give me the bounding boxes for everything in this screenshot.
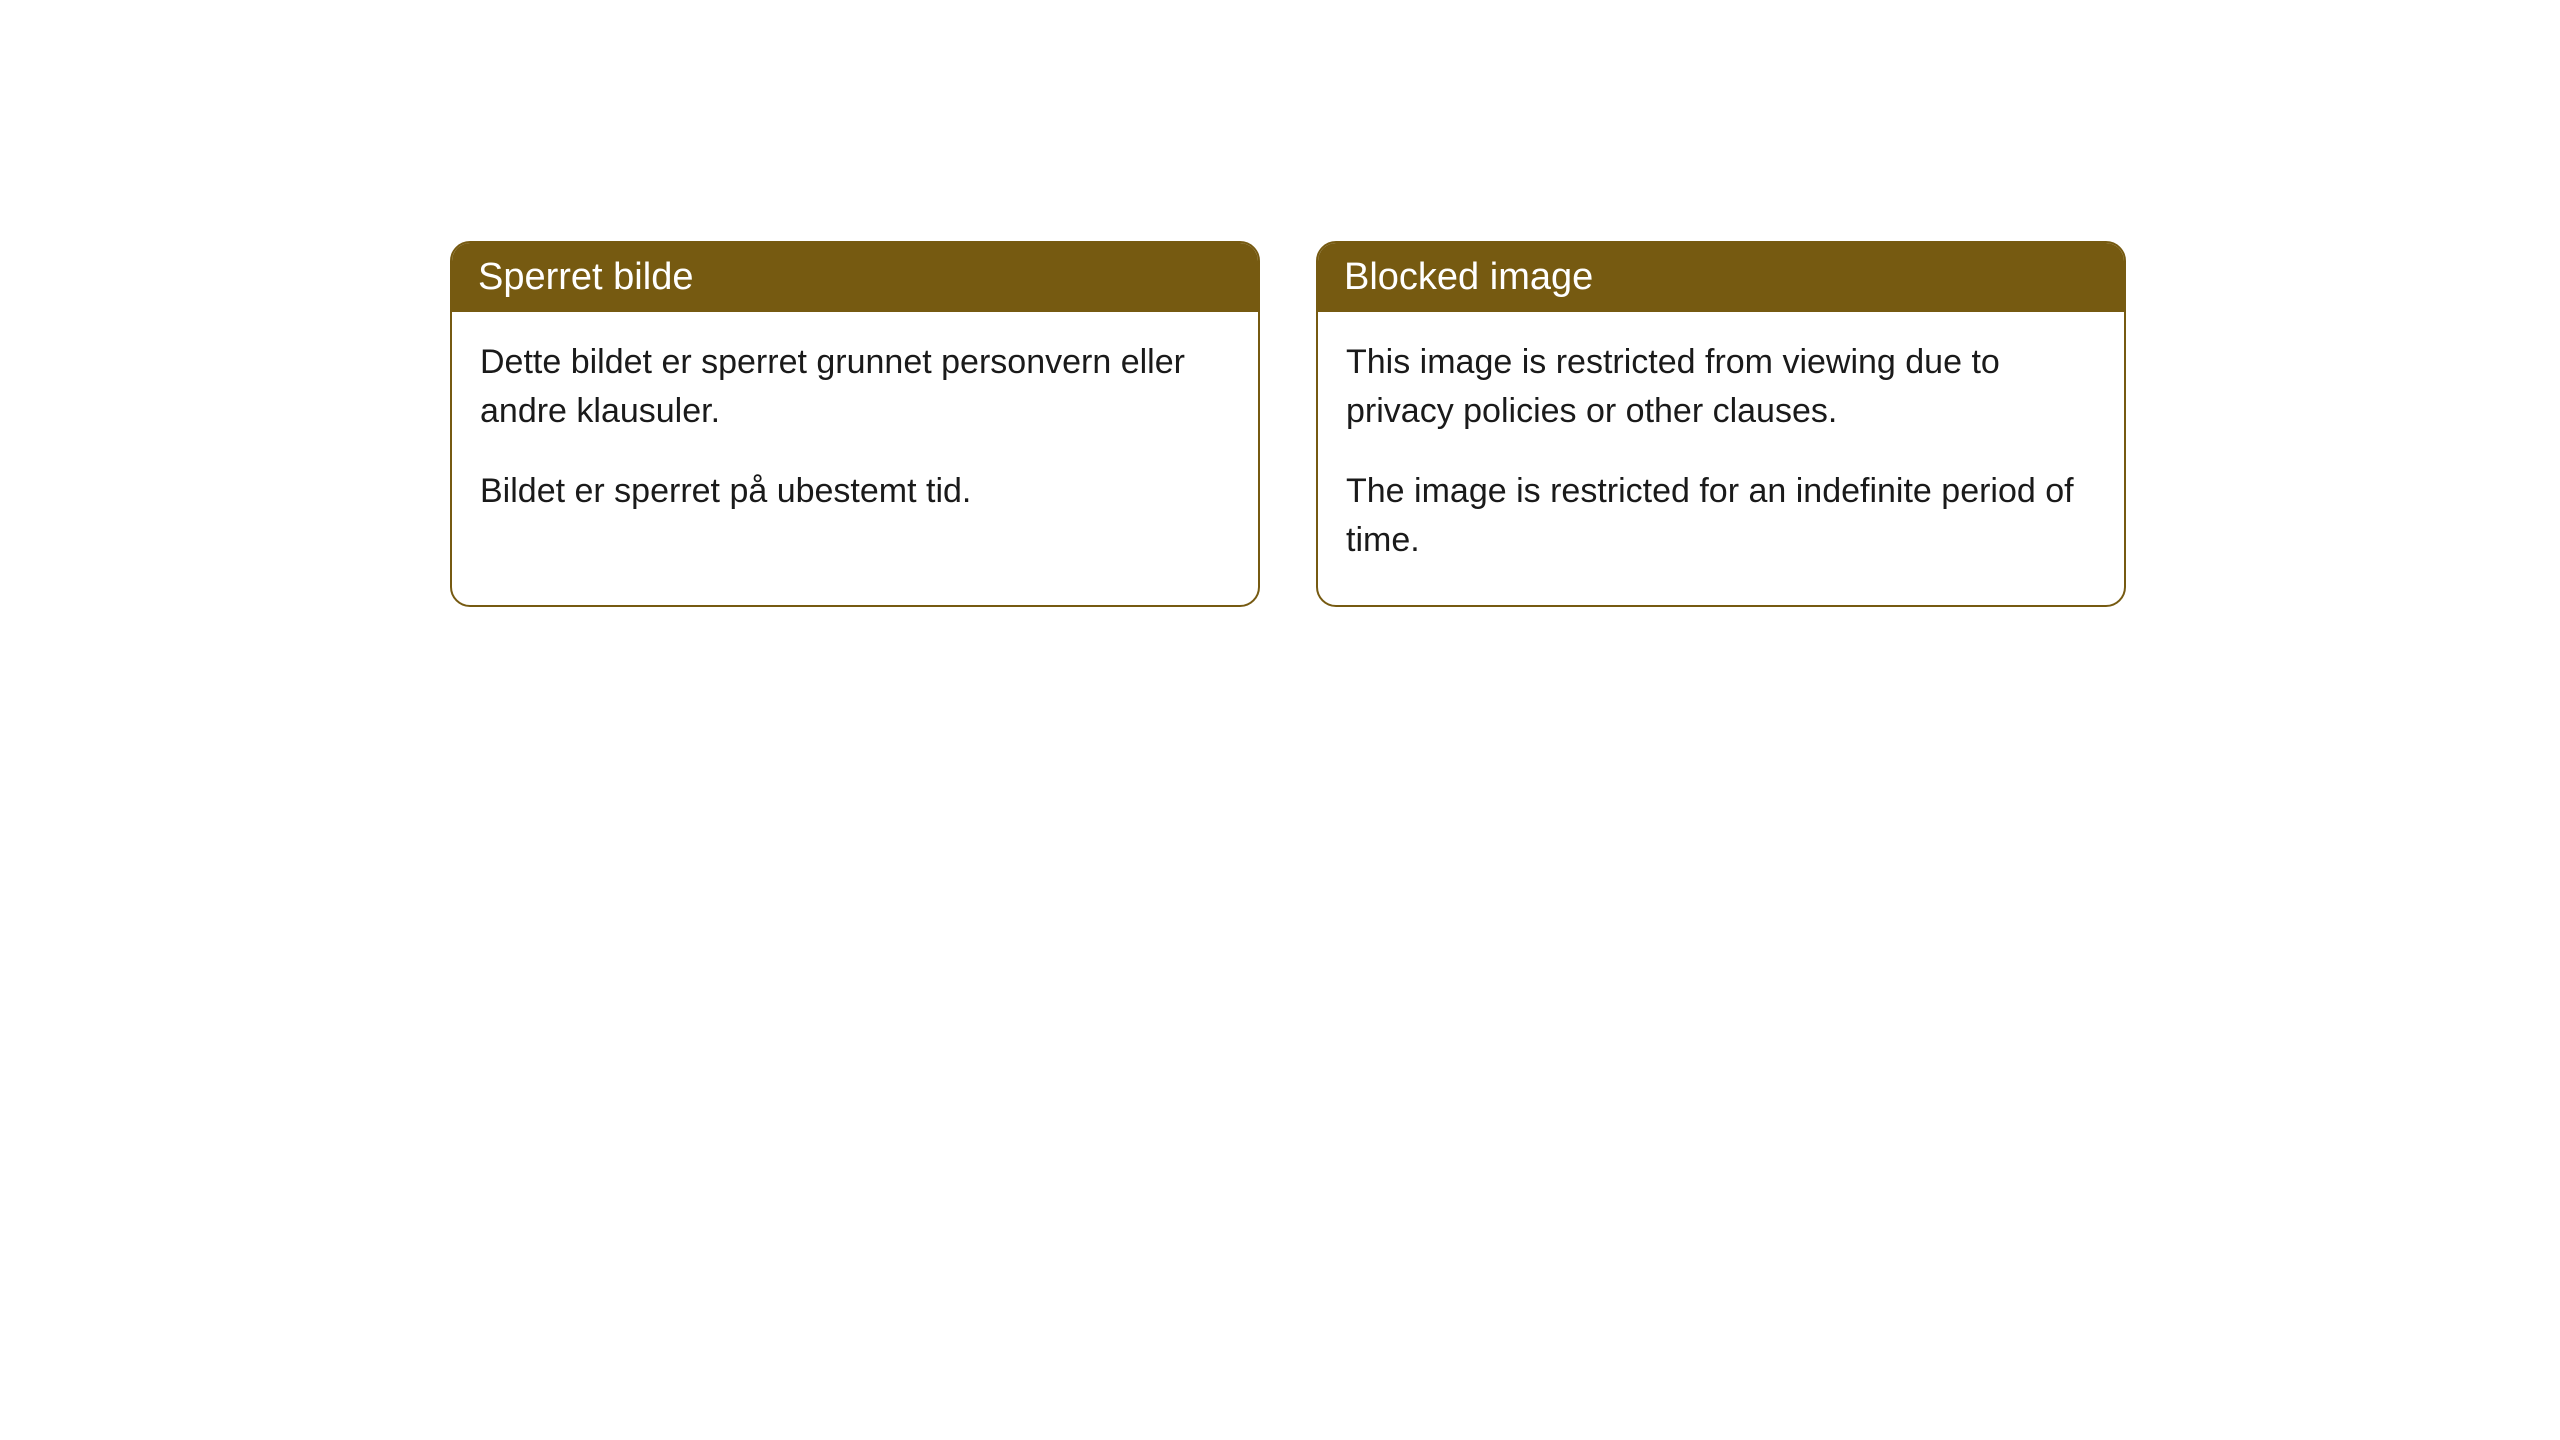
blocked-image-card-english: Blocked image This image is restricted f… xyxy=(1316,241,2126,607)
card-title: Sperret bilde xyxy=(478,256,693,298)
card-body-norwegian: Dette bildet er sperret grunnet personve… xyxy=(452,312,1258,556)
card-header-norwegian: Sperret bilde xyxy=(452,243,1258,312)
card-paragraph-2: The image is restricted for an indefinit… xyxy=(1346,467,2096,566)
card-paragraph-1: Dette bildet er sperret grunnet personve… xyxy=(480,338,1230,437)
card-title: Blocked image xyxy=(1344,256,1593,298)
card-paragraph-1: This image is restricted from viewing du… xyxy=(1346,338,2096,437)
card-body-english: This image is restricted from viewing du… xyxy=(1318,312,2124,605)
card-paragraph-2: Bildet er sperret på ubestemt tid. xyxy=(480,467,1230,516)
blocked-image-card-norwegian: Sperret bilde Dette bildet er sperret gr… xyxy=(450,241,1260,607)
notice-container: Sperret bilde Dette bildet er sperret gr… xyxy=(450,241,2126,607)
card-header-english: Blocked image xyxy=(1318,243,2124,312)
